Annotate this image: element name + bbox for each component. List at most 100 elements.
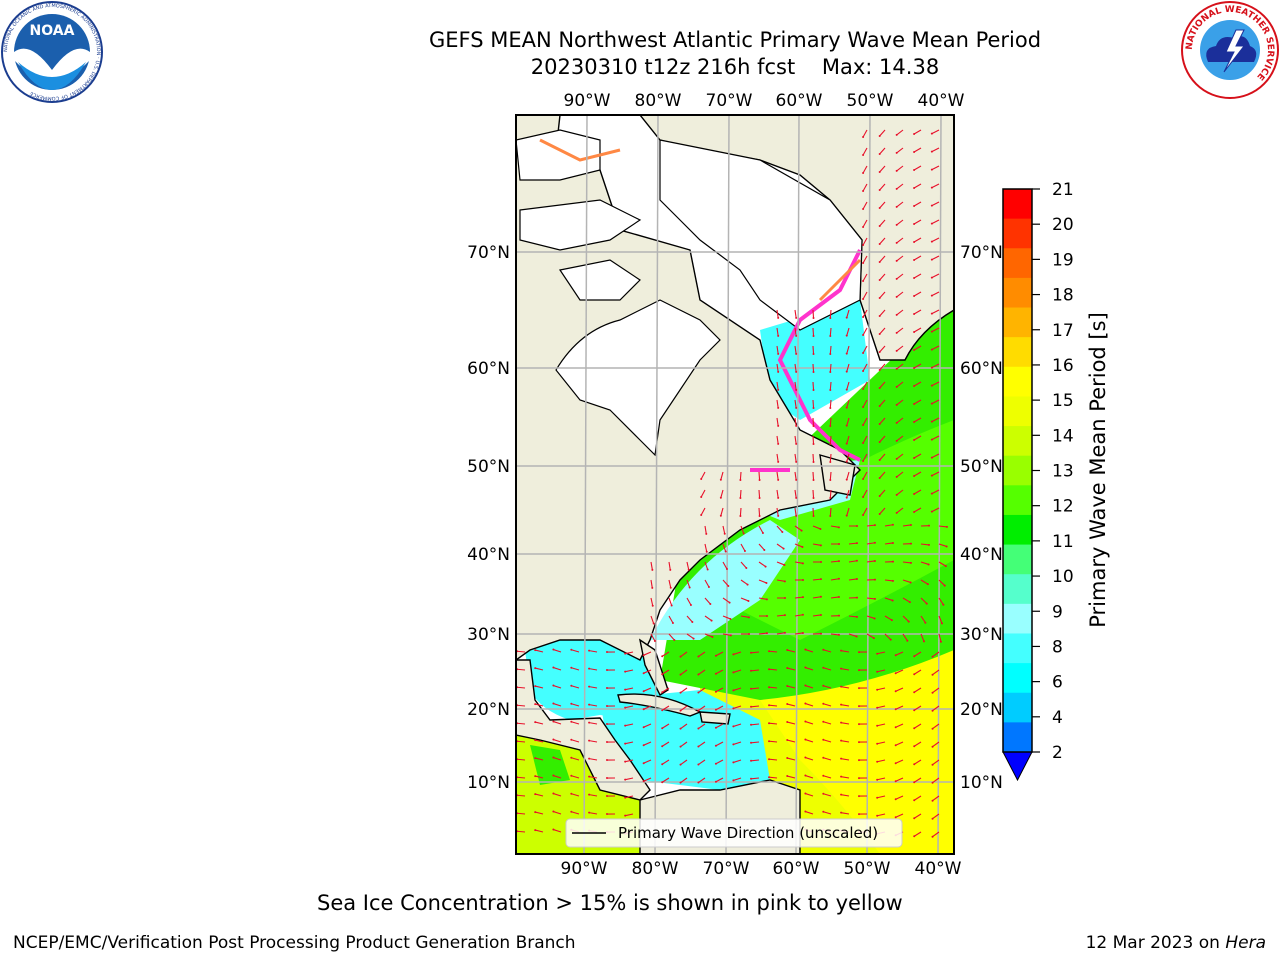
wave-arrow [846,453,850,462]
wave-arrow [931,399,940,405]
wave-arrow-head [765,581,768,584]
wave-arrow [862,255,868,264]
wave-arrow-head [878,188,881,191]
wave-arrow-head [913,295,916,298]
wave-arrow [877,651,886,655]
wave-arrow-head [822,810,825,813]
wave-arrow-head [606,813,609,816]
wave-arrow-head [930,330,933,333]
wave-arrow [913,381,922,387]
wave-arrow-head [855,615,858,618]
wave-arrow [553,667,562,671]
wave-arrow-head [624,814,627,817]
wave-arrow-head [651,604,654,607]
wave-arrow [913,201,922,207]
wave-arrow [553,685,562,689]
lat-label-right: 60°N [960,359,1003,379]
wave-arrow-head [894,708,897,711]
wave-arrow-head [878,224,881,227]
wave-arrow [920,633,925,642]
wave-arrow-head [829,496,832,499]
wave-arrow-head [894,780,897,783]
wave-arrow [794,453,797,462]
wave-arrow-head [895,457,898,460]
colorbar: 21 20 19 18 17 16 15 14 13 12 11 10 9 8 6 4 2 [1002,180,1074,782]
wave-arrow [913,345,922,351]
wave-arrow [686,633,694,640]
wave-arrow [680,777,688,784]
noaa-logo-icon: NOAA NATIONAL OCEANIC AND ATMOSPHERIC AD… [1,1,103,103]
wave-arrow [776,435,779,444]
wave-arrow [750,723,760,726]
wave-arrow [895,687,904,692]
wave-arrow-head [927,563,930,566]
wave-arrow [896,345,904,352]
wave-arrow [913,417,922,423]
wave-arrow-head [552,720,555,723]
wave-arrow [812,507,815,517]
wave-arrow [841,740,850,743]
wave-arrow [650,615,655,624]
lat-label-right: 40°N [960,545,1003,565]
wave-arrow-head [588,721,591,724]
wave-arrow [830,525,839,528]
wave-arrow-head [878,260,881,263]
wave-arrow-head [552,774,555,777]
wave-arrow [896,183,904,190]
lat-labels-left: 70°N 60°N 50°N 40°N 30°N 20°N 10°N [467,243,510,793]
wave-arrow-head [606,723,609,726]
wave-arrow [535,721,544,725]
wave-arrow-head [732,725,735,728]
wave-arrow-head [931,817,934,820]
wave-arrow-head [913,655,916,658]
wave-arrow-head [822,792,825,795]
wave-arrow-head [624,688,627,691]
wave-arrow [553,739,562,743]
wave-arrow [829,363,832,373]
lat-label-left: 10°N [467,773,510,793]
wave-arrow [625,651,634,655]
wave-arrow-head [895,511,898,514]
wave-arrow [862,327,868,336]
wave-arrow-head [534,793,537,796]
wave-arrow-head [795,352,798,355]
colorbar-segment [1003,396,1032,427]
wave-arrow-head [858,777,861,780]
wave-arrow [829,489,832,499]
wave-arrow-head [777,370,780,373]
wave-arrow [931,183,940,189]
wave-arrow [768,740,778,743]
wave-arrow-head [812,442,815,445]
wave-arrow [913,237,922,243]
wave-arrow-head [709,602,712,605]
wave-arrow [571,721,580,725]
wave-arrow-head [909,561,912,564]
wave-arrow [704,579,710,588]
wave-arrow [913,309,922,315]
colorbar-segment [1003,366,1032,397]
wave-arrow [516,650,526,653]
wave-arrow-head [588,685,591,688]
wave-arrow [913,651,922,657]
wave-arrow-head [878,386,881,389]
wave-arrow-head [924,621,927,624]
wave-arrow-head [895,439,898,442]
wave-arrow-head [845,388,848,391]
wave-arrow [829,435,832,445]
wave-arrow [589,794,598,797]
wave-arrow-head [804,648,807,651]
colorbar-segment [1003,574,1032,605]
wave-arrow-head [795,514,798,517]
wave-arrow-head [913,511,916,514]
wave-arrow-head [670,604,673,607]
wave-arrow-head [534,649,537,652]
wave-arrow [768,722,778,725]
wave-arrow-head [941,622,944,625]
wave-arrow-head [862,351,865,354]
wave-arrow-head [795,406,798,409]
wave-arrow [668,615,674,624]
wave-arrow [661,687,670,693]
wave-arrow [625,813,634,817]
wave-arrow-head [624,796,627,799]
wave-arrow [896,219,904,226]
